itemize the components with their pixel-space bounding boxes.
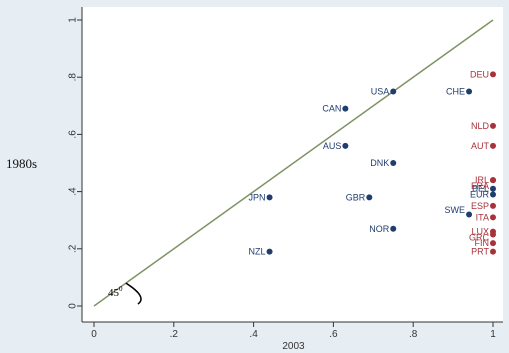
x-tick-label: .8	[409, 329, 418, 340]
angle-degree-mark: 0	[119, 285, 123, 293]
point-esp: ESP	[471, 201, 496, 211]
y-tick-label: .8	[68, 73, 79, 82]
point-ita: ITA	[476, 212, 496, 222]
point-eur: EUR	[470, 189, 496, 199]
point-marker	[490, 71, 496, 78]
point-label: SWE	[445, 205, 466, 215]
point-marker	[490, 191, 496, 198]
angle-arc	[125, 282, 142, 305]
point-marker	[342, 105, 349, 112]
point-label: JPN	[249, 192, 266, 202]
point-fin: FIN	[475, 238, 496, 248]
axes-group: 0 .2 .4 .6 .8 1 0 .2 .4 .6 .8 1	[68, 7, 503, 340]
point-label: ESP	[471, 201, 489, 211]
x-axis-label: 2003	[282, 341, 305, 352]
point-marker	[342, 142, 349, 149]
point-label: CHE	[446, 87, 465, 97]
point-label: AUS	[323, 141, 342, 151]
point-marker	[490, 231, 496, 238]
point-label: USA	[371, 87, 390, 97]
point-label: EUR	[470, 189, 490, 199]
point-jpn: JPN	[249, 192, 273, 202]
reference-line	[93, 19, 494, 307]
point-nor: NOR	[369, 224, 397, 234]
point-marker	[366, 194, 373, 201]
y-tick-label: 1	[68, 17, 79, 23]
point-label: BEL	[472, 184, 489, 194]
point-marker	[490, 240, 496, 247]
point-label: AUT	[471, 141, 490, 151]
point-nld: NLD	[471, 121, 496, 131]
point-marker	[490, 202, 496, 209]
point-marker	[490, 185, 496, 192]
point-label: CAN	[322, 104, 341, 114]
point-swe: SWE	[445, 205, 473, 218]
reference-line-group	[93, 19, 494, 307]
point-marker	[490, 142, 496, 149]
point-label: LUX	[471, 227, 489, 237]
point-label: NOR	[369, 224, 390, 234]
point-label: DNK	[370, 158, 389, 168]
point-marker	[266, 248, 273, 255]
angle-annotation: 450	[108, 285, 123, 299]
point-marker	[466, 211, 473, 218]
point-label: PRT	[471, 247, 489, 257]
x-tick-label: .6	[329, 329, 338, 340]
point-irl: IRL	[475, 175, 496, 185]
point-label: IRL	[475, 175, 489, 185]
point-nzl: NZL	[249, 247, 273, 257]
point-label: FIN	[475, 238, 490, 248]
point-marker	[490, 177, 496, 184]
y-tick-label: .6	[68, 130, 79, 139]
x-tick-label: .4	[249, 329, 258, 340]
point-aus: AUS	[323, 141, 349, 151]
point-marker	[490, 122, 496, 129]
angle-annotation-group: 450	[108, 282, 142, 305]
point-label: GBR	[346, 192, 366, 202]
x-tick-label: .2	[170, 329, 179, 340]
y-tick-label: .4	[68, 187, 79, 196]
x-tick-label: 0	[91, 329, 97, 340]
y-tick-label: .2	[68, 244, 79, 253]
point-che: CHE	[446, 87, 473, 97]
point-marker	[390, 88, 397, 95]
point-marker	[466, 88, 473, 95]
point-label: ITA	[476, 212, 489, 222]
point-label: NLD	[471, 121, 490, 131]
point-dnk: DNK	[370, 158, 397, 168]
x-tick-label: 1	[490, 329, 496, 340]
point-marker	[266, 194, 273, 201]
point-gbr: GBR	[346, 192, 373, 202]
point-grc: GRC	[469, 231, 496, 242]
point-marker	[490, 248, 496, 255]
point-label: DEU	[470, 69, 489, 79]
point-label: FRA	[471, 181, 489, 191]
point-marker	[490, 214, 496, 221]
point-marker	[390, 225, 397, 232]
y-axis-label: 1980s	[6, 156, 37, 171]
angle-value: 45	[108, 287, 120, 299]
point-marker	[390, 160, 397, 166]
point-bel: BEL	[472, 184, 496, 194]
point-deu: DEU	[470, 69, 496, 79]
point-label: NZL	[249, 247, 266, 257]
point-aut: AUT	[471, 141, 496, 151]
point-prt: PRT	[471, 247, 496, 257]
point-label: GRC	[469, 232, 490, 242]
point-usa: USA	[371, 87, 397, 97]
point-can: CAN	[322, 104, 349, 114]
y-tick-label: 0	[68, 303, 79, 309]
